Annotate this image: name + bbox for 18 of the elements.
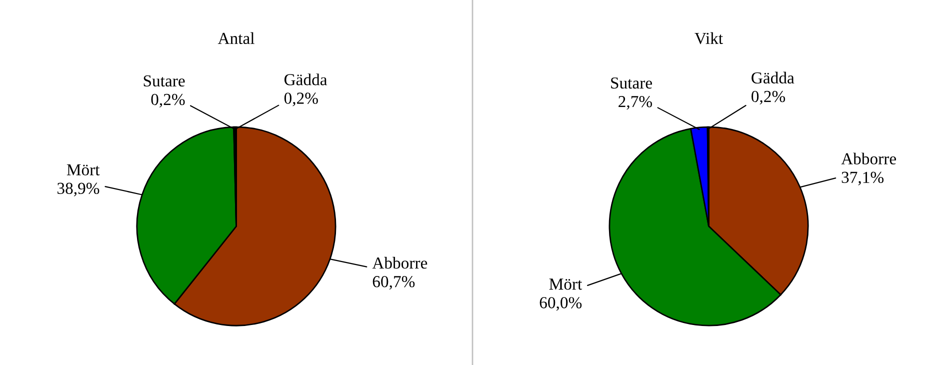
slice-label: Sutare [611, 77, 652, 89]
chart-title: Vikt [694, 32, 723, 44]
data-label: 60,7% [372, 276, 415, 290]
data-label: 0,2% [284, 92, 318, 106]
slice-label: Mört [549, 278, 582, 290]
data-label: 0,2% [151, 94, 185, 108]
slice-label: Mört [66, 164, 100, 176]
slice-label: Sutare [144, 75, 185, 87]
slice-label: Gädda [752, 72, 794, 84]
chart-title: Antal [218, 32, 254, 44]
slice-label: Gädda [284, 74, 328, 86]
data-label: 2,7% [618, 96, 652, 110]
data-label: 60,0% [540, 297, 582, 311]
slice-label: Abborre [841, 152, 896, 164]
data-label: 38,9% [58, 182, 100, 196]
data-label: 37,1% [842, 172, 884, 186]
data-label: 0,2% [752, 90, 786, 105]
slice-label: Abborre [372, 256, 428, 269]
